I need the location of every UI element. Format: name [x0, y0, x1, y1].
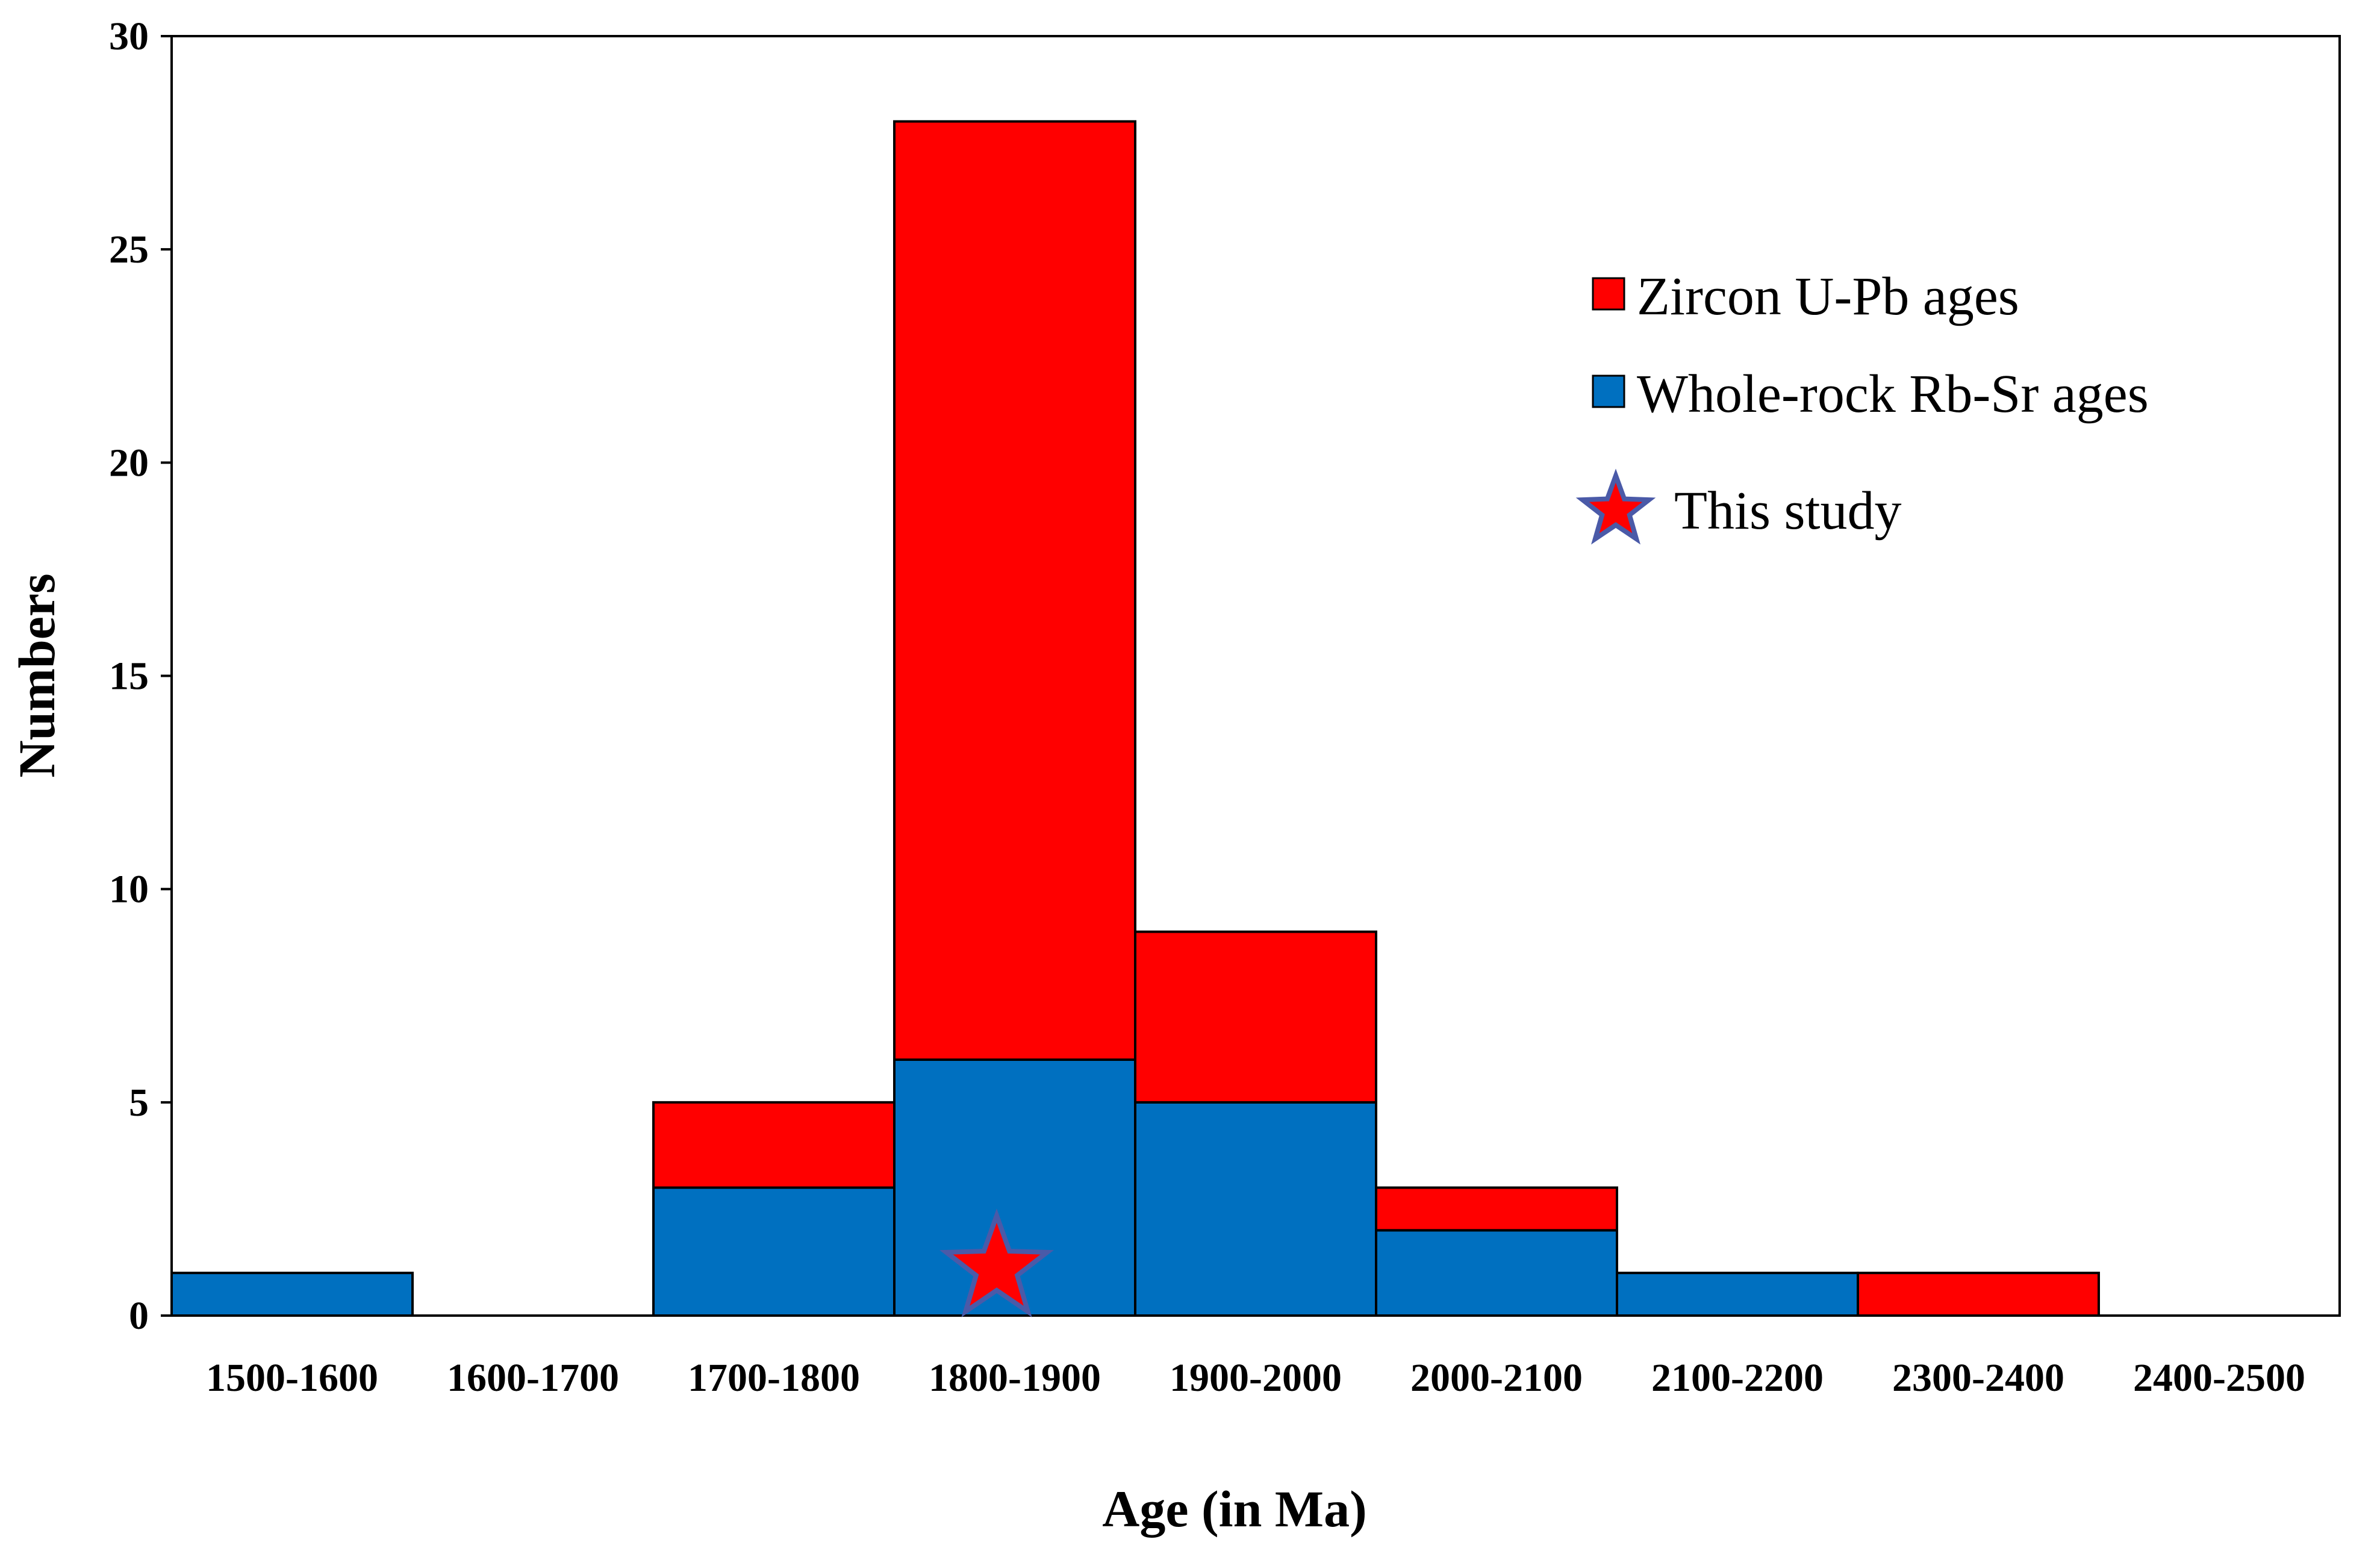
bar-whole-rock-2000-2100	[1375, 1229, 1618, 1317]
x-tick-label: 1900-2000	[1170, 1356, 1342, 1400]
y-tick-label: 0	[129, 1294, 149, 1338]
x-tick-label: 2400-2500	[2133, 1356, 2305, 1400]
bar-whole-rock-1500-1600	[170, 1272, 414, 1317]
y-tick-label: 5	[129, 1081, 149, 1125]
legend-swatch-whole-rock	[1592, 375, 1625, 408]
y-tick-label: 25	[109, 228, 149, 272]
bar-zircon-1900-2000	[1134, 930, 1377, 1104]
legend-swatch-zircon	[1592, 277, 1625, 311]
x-tick-label: 1600-1700	[447, 1356, 619, 1400]
x-tick-label: 1800-1900	[929, 1356, 1101, 1400]
bar-zircon-2000-2100	[1375, 1186, 1618, 1232]
y-tick-label: 30	[109, 14, 149, 58]
bar-whole-rock-2100-2200	[1616, 1272, 1859, 1317]
this-study-marker	[939, 1208, 1054, 1317]
bar-whole-rock-1900-2000	[1134, 1101, 1377, 1317]
x-axis-ticks: 1500-1600 1600-1700 1700-1800 1800-1900 1900…	[206, 1356, 2305, 1400]
x-axis-title: Age (in Ma)	[1102, 1480, 1366, 1538]
x-tick-label: 2300-2400	[1892, 1356, 2064, 1400]
bar-zircon-1800-1900	[893, 120, 1136, 1061]
legend-label-whole-rock: Whole-rock Rb-Sr ages	[1637, 364, 2149, 424]
bars	[170, 120, 2100, 1317]
y-tick-label: 10	[109, 868, 149, 912]
y-tick-label: 20	[109, 441, 149, 485]
x-tick-label: 2000-2100	[1410, 1356, 1583, 1400]
legend: Zircon U-Pb ages Whole-rock Rb-Sr ages T…	[1575, 267, 2149, 545]
x-tick-label: 1500-1600	[206, 1356, 378, 1400]
legend-label-zircon: Zircon U-Pb ages	[1637, 267, 2019, 326]
x-tick-label: 1700-1800	[688, 1356, 860, 1400]
y-axis-ticks: 0 5 10 15 20 25 30	[109, 14, 172, 1338]
this-study-star-icon	[939, 1208, 1054, 1317]
legend-label-this-study: This study	[1674, 481, 1902, 541]
legend-star-icon	[1575, 468, 1656, 545]
bar-whole-rock-1700-1800	[652, 1186, 896, 1317]
x-tick-label: 2100-2200	[1651, 1356, 1824, 1400]
bar-zircon-2300-2400	[1857, 1272, 2100, 1317]
y-tick-label: 15	[109, 654, 149, 698]
bar-zircon-1700-1800	[652, 1101, 896, 1189]
y-axis-title: Numbers	[8, 573, 66, 777]
